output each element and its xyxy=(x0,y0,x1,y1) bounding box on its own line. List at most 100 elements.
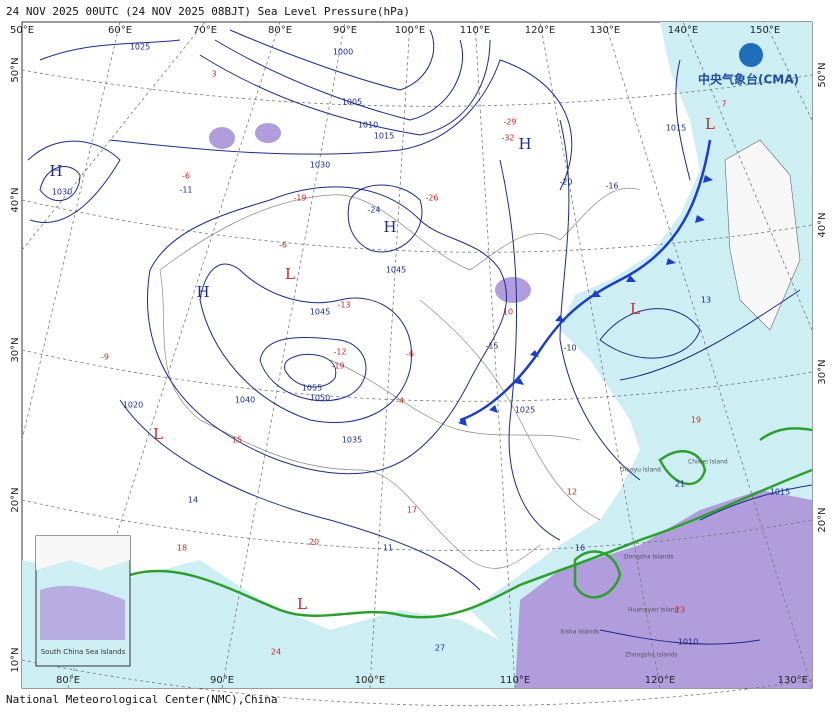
pressure-center: H xyxy=(49,162,62,180)
lon-label: 110°E xyxy=(460,25,490,36)
isobar-label: 1015 xyxy=(770,488,790,497)
station-value: -24 xyxy=(367,206,380,215)
isobar xyxy=(199,39,491,136)
isobar-label: 1030 xyxy=(52,188,72,197)
isobar xyxy=(199,263,412,424)
front-pip xyxy=(703,175,713,183)
lat-label: 40°N xyxy=(817,212,828,237)
isobar xyxy=(284,353,337,388)
station-value: -19 xyxy=(331,362,344,371)
isobar xyxy=(599,629,761,645)
lon-label: 110°E xyxy=(500,675,530,686)
isobar-label: 1005 xyxy=(342,98,362,107)
isobar-label: 1015 xyxy=(666,124,686,133)
pressure-center: H xyxy=(518,135,531,153)
border xyxy=(159,269,541,569)
station-value: 24 xyxy=(271,648,281,657)
isobar-label: 1040 xyxy=(235,396,255,405)
border xyxy=(159,187,641,271)
map-area xyxy=(21,21,813,707)
isobar-label: 1015 xyxy=(374,132,394,141)
lon-label: 60°E xyxy=(108,25,132,36)
isobar xyxy=(499,159,561,541)
lon-label: 70°E xyxy=(193,25,217,36)
station-value: 7 xyxy=(721,100,726,109)
inset-label: South China Sea Islands xyxy=(41,648,126,656)
lat-label: 40°N xyxy=(10,187,21,212)
isobars xyxy=(27,29,813,645)
isobar-label: 1045 xyxy=(386,266,406,275)
pressure-center: L xyxy=(297,595,307,613)
gale-line xyxy=(759,427,813,442)
station-value: 13 xyxy=(701,296,711,305)
inset-precip xyxy=(40,585,125,640)
border xyxy=(419,299,601,521)
isobar xyxy=(599,308,701,359)
station-value: 23 xyxy=(675,606,685,615)
borders xyxy=(159,187,641,569)
footer: National Meteorological Center(NMC),Chin… xyxy=(6,693,278,706)
station-value: -12 xyxy=(333,348,346,357)
station-value: -19 xyxy=(293,194,306,203)
lon-label: 150°E xyxy=(750,25,780,36)
parallel xyxy=(21,69,813,107)
lon-label: 100°E xyxy=(395,25,425,36)
lon-label: 80°E xyxy=(56,675,80,686)
isobar-label: 1035 xyxy=(342,436,362,445)
station-value: 19 xyxy=(691,416,701,425)
pressure-center: L xyxy=(630,300,640,318)
isobar-label: 1050 xyxy=(310,394,330,403)
parallel xyxy=(21,659,813,707)
isobar xyxy=(147,186,508,475)
station-value: -9 xyxy=(101,353,109,362)
isobar xyxy=(109,59,573,191)
station-value: -4 xyxy=(396,397,404,406)
lon-label: 100°E xyxy=(355,675,385,686)
gale-line xyxy=(573,550,622,599)
island-label: Xisha Islands xyxy=(560,629,599,636)
isobar xyxy=(214,39,464,121)
station-value: 10 xyxy=(503,308,513,317)
logo-text: 中央气象台(CMA) xyxy=(698,72,799,87)
isobar-label: 1030 xyxy=(310,161,330,170)
isobar xyxy=(39,39,181,61)
precip-area xyxy=(515,490,812,688)
station-value: -10 xyxy=(563,344,576,353)
isobar-label: 1025 xyxy=(515,406,535,415)
island-label: Huangyan Island xyxy=(628,607,679,614)
isobar-label: 1025 xyxy=(130,43,150,52)
isobar xyxy=(27,140,121,223)
isobar xyxy=(259,336,367,402)
lat-label: 50°N xyxy=(817,62,828,87)
island-label: Dongsha Islands xyxy=(624,554,673,561)
station-value: -6 xyxy=(279,241,287,250)
isobar xyxy=(39,166,81,202)
island-label: Diaoyu Island xyxy=(620,467,661,474)
station-value: -16 xyxy=(605,182,618,191)
isobar-label: 1020 xyxy=(123,401,143,410)
pressure-center: L xyxy=(153,425,163,443)
lat-label: 10°N xyxy=(10,647,21,672)
station-value: 27 xyxy=(435,644,445,653)
isobar xyxy=(675,59,691,181)
parallel xyxy=(21,349,813,402)
front-pips xyxy=(458,175,713,426)
meridian xyxy=(682,21,813,331)
isobar xyxy=(347,184,423,253)
isobar-label: 1010 xyxy=(678,638,698,647)
logo-emblem xyxy=(739,43,763,67)
station-value: -11 xyxy=(179,186,192,195)
lon-label: 90°E xyxy=(210,675,234,686)
front-pip xyxy=(555,315,565,322)
lon-label: 50°E xyxy=(10,25,34,36)
station-value: 3 xyxy=(211,70,216,79)
front-pip xyxy=(695,215,705,223)
precipitation xyxy=(209,123,812,688)
isobar-label: 1010 xyxy=(358,121,378,130)
cold-front xyxy=(459,139,712,422)
front-pip xyxy=(489,405,498,413)
meridian xyxy=(764,21,813,121)
pressure-center: H xyxy=(196,283,209,301)
lon-label: 80°E xyxy=(268,25,292,36)
gale-line xyxy=(129,468,813,619)
